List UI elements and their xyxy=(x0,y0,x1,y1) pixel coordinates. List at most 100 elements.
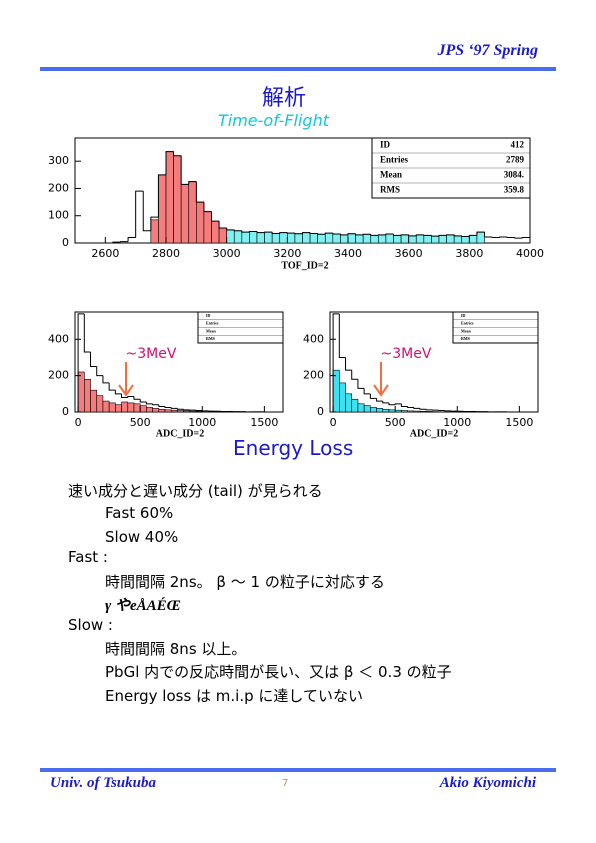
histogram-step xyxy=(90,352,97,368)
histogram-step xyxy=(499,236,508,238)
histogram-step xyxy=(226,228,235,231)
annotation-arrowhead xyxy=(373,384,389,397)
histogram-step xyxy=(108,382,116,391)
histogram-bin xyxy=(133,403,141,413)
histogram-step xyxy=(170,407,178,409)
histogram-bin xyxy=(332,233,341,244)
histogram-bin xyxy=(84,378,91,413)
histogram-step xyxy=(394,403,402,405)
histogram-step xyxy=(145,402,153,405)
histogram-step xyxy=(248,231,257,233)
histogram-bin xyxy=(127,402,135,413)
stats-value: 2789 xyxy=(506,155,525,165)
header-rule xyxy=(40,67,556,71)
histogram-step xyxy=(423,234,432,236)
y-tick-label: 200 xyxy=(303,369,324,382)
x-axis-label: ADC_ID=2 xyxy=(410,428,458,439)
histogram-step xyxy=(393,234,402,236)
stats-value: 412 xyxy=(511,140,525,150)
body-line: γ やeÅAÉŒ xyxy=(105,598,181,614)
histogram-step xyxy=(133,396,141,400)
histogram-bin xyxy=(355,234,364,244)
histogram-step xyxy=(363,388,371,395)
histogram-step xyxy=(127,237,136,242)
histogram-bin xyxy=(90,389,98,413)
histogram-step xyxy=(164,406,172,408)
stats-label: RMS xyxy=(206,336,216,341)
histogram-bin xyxy=(339,382,346,413)
histogram-step xyxy=(339,234,348,236)
histogram-bin xyxy=(287,232,296,244)
histogram-bin xyxy=(407,410,415,413)
histogram-step xyxy=(430,235,439,237)
histogram-step xyxy=(121,393,128,398)
histogram-step xyxy=(188,181,197,185)
histogram-bin xyxy=(347,233,356,244)
histogram-step xyxy=(135,190,144,238)
stats-label: RMS xyxy=(380,185,400,195)
histogram-bin xyxy=(317,233,326,244)
histogram-bin xyxy=(102,400,110,413)
histogram-bin xyxy=(177,410,184,413)
y-tick-label: 200 xyxy=(48,181,69,194)
stats-label: ID xyxy=(206,313,211,318)
body-line: Fast 60% xyxy=(105,504,174,522)
x-tick-label: 1500 xyxy=(505,416,533,429)
histogram-step xyxy=(484,232,493,238)
footer-right: Akio Kiyomichi xyxy=(439,775,536,791)
stats-label: Mean xyxy=(461,328,472,333)
histogram-bin xyxy=(256,232,265,244)
histogram-step xyxy=(324,232,333,235)
histogram-step xyxy=(521,237,530,239)
stats-label: Entries xyxy=(206,321,219,326)
histogram-step xyxy=(77,313,85,412)
histogram-bin xyxy=(152,408,160,413)
body-line: Energy loss は m.i.p に達していない xyxy=(105,687,363,705)
histogram-bin xyxy=(461,236,470,244)
x-tick-label: 1000 xyxy=(188,416,216,429)
histogram-step xyxy=(362,233,371,235)
stats-label: ID xyxy=(461,313,466,318)
histogram-step xyxy=(120,241,129,243)
histogram-step xyxy=(83,313,91,353)
histogram-step xyxy=(332,313,340,412)
histogram-bin xyxy=(279,232,288,244)
histogram-bin xyxy=(423,235,432,244)
histogram-bin xyxy=(189,410,197,413)
histogram-bin xyxy=(158,408,166,413)
histogram-bin xyxy=(340,234,349,244)
histogram-bin xyxy=(302,232,311,244)
histogram-bin xyxy=(139,405,147,413)
histogram-bin xyxy=(115,404,122,413)
histogram-step xyxy=(351,370,358,380)
annotation: ~3MeV xyxy=(381,346,432,362)
histogram-bin xyxy=(108,402,116,413)
histogram-step xyxy=(388,402,396,406)
x-tick-label: 3800 xyxy=(455,247,483,260)
histogram-step xyxy=(369,393,377,399)
histogram-bin xyxy=(385,233,394,244)
histogram-step xyxy=(165,151,174,175)
histogram-bin xyxy=(218,227,227,244)
histogram-bin xyxy=(401,410,408,413)
histogram-step xyxy=(419,408,427,410)
histogram-bin xyxy=(357,403,365,413)
annotation-arrowhead xyxy=(118,384,134,397)
histogram-bin xyxy=(393,235,402,244)
histogram-bin xyxy=(415,234,425,244)
histogram-bin xyxy=(378,234,387,244)
histogram-step xyxy=(382,401,389,404)
y-tick-label: 0 xyxy=(62,236,69,249)
histogram-bin xyxy=(376,408,384,413)
body-line: PbGl 内での反応時間が長い、又は β ＜ 0.3 の粒子 xyxy=(105,663,452,681)
histogram-bin xyxy=(453,235,463,244)
stats-value: 3084. xyxy=(504,170,524,180)
histogram-bin xyxy=(400,234,409,244)
histogram-bin xyxy=(363,405,371,413)
histogram-step xyxy=(150,216,159,231)
histogram-step xyxy=(102,375,110,384)
histogram-bin xyxy=(146,407,153,413)
histogram-step xyxy=(332,233,341,235)
histogram-bin xyxy=(241,231,250,244)
histogram-step xyxy=(400,403,408,408)
